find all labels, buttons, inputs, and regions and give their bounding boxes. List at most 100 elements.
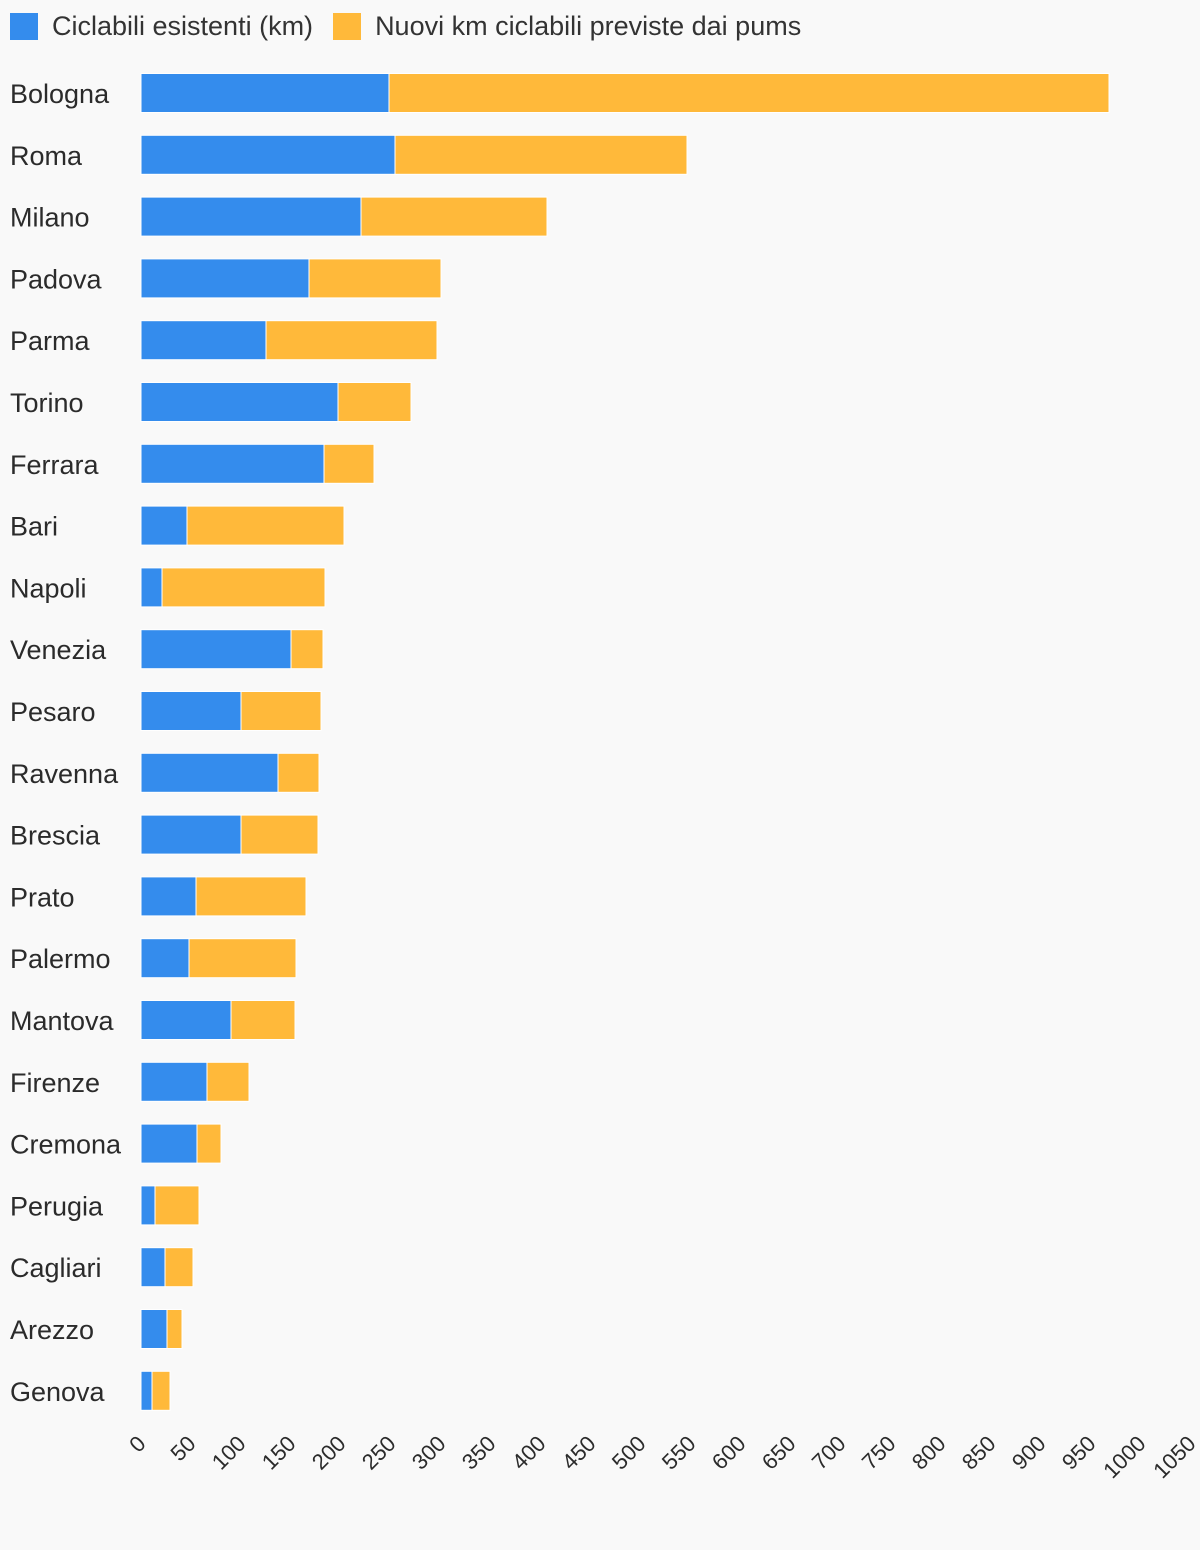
category-label-padova: Padova <box>10 264 103 294</box>
category-label-genova: Genova <box>10 1377 106 1407</box>
category-label-pesaro: Pesaro <box>10 697 96 727</box>
bar-firenze-planned[interactable] <box>206 1061 250 1102</box>
bar-parma-existing[interactable] <box>140 320 267 361</box>
x-tick-label-700: 700 <box>807 1431 851 1475</box>
x-tick-label-150: 150 <box>257 1431 301 1475</box>
category-label-cremona: Cremona <box>10 1130 122 1160</box>
x-tick-label-0: 0 <box>124 1431 150 1457</box>
category-label-perugia: Perugia <box>10 1191 104 1221</box>
x-tick-label-800: 800 <box>907 1431 951 1475</box>
bar-venezia-existing[interactable] <box>140 629 292 670</box>
bar-prato-planned[interactable] <box>195 876 307 917</box>
x-tick-label-600: 600 <box>707 1431 751 1475</box>
category-labels: Bologna Roma Milano Padova Parma Torino Ferrar… <box>10 79 122 1407</box>
x-tick-label-300: 300 <box>407 1431 451 1475</box>
bar-palermo-existing[interactable] <box>140 938 190 979</box>
x-axis-ticks: 0 50 100 150 200 250 300 350 400 450 500 550 600 650 7… <box>124 1431 1200 1483</box>
bar-perugia-planned[interactable] <box>154 1185 200 1226</box>
x-tick-label-100: 100 <box>207 1431 251 1475</box>
bar-palermo-planned[interactable] <box>188 938 297 979</box>
bar-genova-existing[interactable] <box>140 1370 153 1411</box>
x-tick-label-550: 550 <box>657 1431 701 1475</box>
category-label-cagliari: Cagliari <box>10 1253 102 1283</box>
x-tick-label-750: 750 <box>857 1431 901 1475</box>
bar-bologna-planned[interactable] <box>388 73 1110 113</box>
legend-label-existing: Ciclabili esistenti (km) <box>52 10 314 41</box>
x-tick-label-900: 900 <box>1007 1431 1051 1475</box>
category-label-napoli: Napoli <box>10 573 87 603</box>
x-tick-label-650: 650 <box>757 1431 801 1475</box>
bars <box>140 73 1110 1411</box>
x-tick-label-850: 850 <box>957 1431 1001 1475</box>
category-label-mantova: Mantova <box>10 1006 115 1036</box>
bar-bari-planned[interactable] <box>186 505 345 546</box>
bar-genova-planned[interactable] <box>151 1370 171 1411</box>
bar-torino-existing[interactable] <box>140 382 339 422</box>
bar-ravenna-planned[interactable] <box>277 752 320 793</box>
category-label-prato: Prato <box>10 882 75 912</box>
bar-bari-existing[interactable] <box>140 505 188 546</box>
bar-torino-planned[interactable] <box>337 382 412 422</box>
x-tick-label-1050: 1050 <box>1148 1431 1200 1483</box>
category-label-venezia: Venezia <box>10 635 107 665</box>
category-label-ferrara: Ferrara <box>10 450 99 480</box>
category-label-torino: Torino <box>10 388 84 418</box>
bar-brescia-planned[interactable] <box>240 814 319 855</box>
bar-mantova-existing[interactable] <box>140 1000 232 1040</box>
bar-padova-existing[interactable] <box>140 258 310 299</box>
category-label-palermo: Palermo <box>10 944 111 974</box>
x-tick-label-1000: 1000 <box>1098 1431 1150 1483</box>
bar-firenze-existing[interactable] <box>140 1061 208 1102</box>
bar-ferrara-planned[interactable] <box>323 443 375 484</box>
bar-pesaro-existing[interactable] <box>140 691 242 731</box>
legend-swatch-planned <box>333 12 362 40</box>
legend-item-planned[interactable]: Nuovi km ciclabili previste dai pums <box>333 11 801 42</box>
legend-label-planned: Nuovi km ciclabili previste dai pums <box>375 10 802 41</box>
bar-roma-planned[interactable] <box>394 134 688 175</box>
legend: Ciclabili esistenti (km) Nuovi km ciclab… <box>10 10 821 42</box>
x-tick-label-400: 400 <box>507 1431 551 1475</box>
category-label-bologna: Bologna <box>10 79 110 109</box>
bar-arezzo-planned[interactable] <box>166 1309 183 1349</box>
bar-milano-existing[interactable] <box>140 196 362 237</box>
category-label-arezzo: Arezzo <box>10 1315 94 1345</box>
x-tick-label-200: 200 <box>307 1431 351 1475</box>
bar-roma-existing[interactable] <box>140 134 396 175</box>
category-label-milano: Milano <box>10 203 90 233</box>
bar-ravenna-existing[interactable] <box>140 752 279 793</box>
bar-napoli-planned[interactable] <box>161 567 326 608</box>
x-tick-label-250: 250 <box>357 1431 401 1475</box>
x-tick-label-450: 450 <box>557 1431 601 1475</box>
bar-cagliari-existing[interactable] <box>140 1247 166 1288</box>
bar-venezia-planned[interactable] <box>290 629 324 670</box>
category-label-parma: Parma <box>10 326 91 356</box>
category-label-brescia: Brescia <box>10 821 101 851</box>
bar-cremona-existing[interactable] <box>140 1123 198 1164</box>
category-label-roma: Roma <box>10 141 83 171</box>
category-label-ravenna: Ravenna <box>10 759 119 789</box>
bar-ferrara-existing[interactable] <box>140 443 325 484</box>
legend-item-existing[interactable]: Ciclabili esistenti (km) <box>10 11 313 42</box>
bar-pesaro-planned[interactable] <box>240 691 322 731</box>
bar-bologna-existing[interactable] <box>140 73 390 113</box>
bar-napoli-existing[interactable] <box>140 567 163 608</box>
legend-swatch-existing <box>10 12 38 40</box>
bar-cremona-planned[interactable] <box>196 1123 222 1164</box>
bar-brescia-existing[interactable] <box>140 814 242 855</box>
x-tick-label-950: 950 <box>1057 1431 1101 1475</box>
x-tick-label-350: 350 <box>457 1431 501 1475</box>
x-tick-label-500: 500 <box>607 1431 651 1475</box>
category-label-firenze: Firenze <box>10 1068 100 1098</box>
bar-cagliari-planned[interactable] <box>164 1247 194 1288</box>
bar-arezzo-existing[interactable] <box>140 1309 168 1349</box>
x-tick-label-50: 50 <box>166 1431 201 1466</box>
bar-perugia-existing[interactable] <box>140 1185 156 1226</box>
bar-prato-existing[interactable] <box>140 876 197 917</box>
bar-padova-planned[interactable] <box>308 258 442 299</box>
bar-milano-planned[interactable] <box>360 196 548 237</box>
bar-parma-planned[interactable] <box>265 320 438 361</box>
bar-mantova-planned[interactable] <box>230 1000 296 1040</box>
category-label-bari: Bari <box>10 512 58 542</box>
